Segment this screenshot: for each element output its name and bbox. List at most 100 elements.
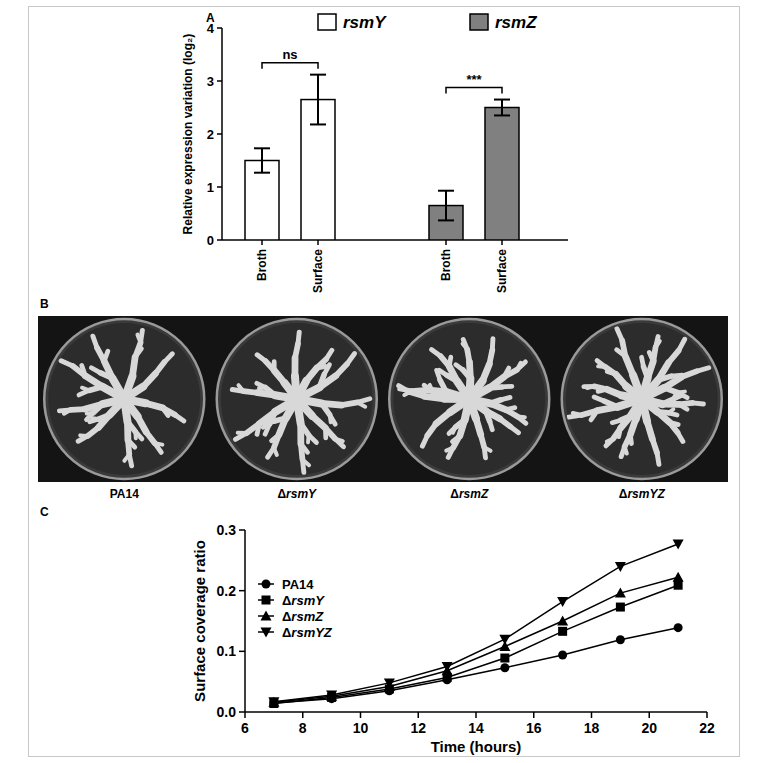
photo-background: [38, 316, 728, 482]
marker: [499, 635, 510, 645]
legend-label: rsmZ: [495, 13, 537, 32]
agar: [566, 323, 718, 475]
tendril: [272, 435, 279, 441]
tendril: [598, 364, 605, 369]
tendril: [357, 402, 365, 406]
legend-label: ΔrsmYZ: [282, 625, 333, 640]
y-tick: [239, 529, 245, 531]
tendril: [306, 435, 310, 443]
y-tick: [239, 651, 245, 653]
background: [0, 0, 758, 763]
legend-label: ΔrsmZ: [282, 609, 324, 624]
tendril: [463, 344, 468, 350]
tendril: [82, 366, 86, 376]
tendril: [656, 341, 660, 347]
x-axis-label: Time (hours): [431, 738, 522, 755]
tendril: [693, 403, 704, 404]
petri-dish: [389, 319, 549, 479]
legend-label: PA14: [282, 577, 314, 592]
tendril: [619, 428, 621, 437]
tendril: [677, 390, 685, 395]
delta: Δ: [282, 609, 291, 624]
tendril: [431, 350, 440, 356]
tendril: [484, 447, 490, 451]
tendril: [517, 417, 526, 424]
error-cap: [438, 219, 454, 221]
x-tick-label: 10: [353, 720, 369, 736]
tendril: [302, 460, 309, 466]
petri-dish: [217, 319, 377, 479]
tendril: [163, 408, 169, 416]
y-tick-label: 1: [207, 180, 214, 195]
gene: rsmZ: [459, 487, 489, 501]
tendril: [104, 351, 108, 361]
y-tick-label: 3: [207, 74, 214, 89]
strain-label: ΔrsmYZ: [619, 487, 666, 501]
tendril: [617, 350, 626, 357]
y-tick-label: 0: [207, 233, 214, 248]
x-tick-label: Broth: [439, 249, 453, 281]
tendril: [87, 413, 94, 414]
y-axis-label: Relative expression variation (log₂): [181, 34, 195, 235]
x-tick: [244, 712, 246, 718]
y-tick: [239, 711, 245, 713]
tendril: [617, 329, 622, 341]
strain-label: ΔrsmZ: [450, 487, 489, 501]
swarm-pattern: [232, 332, 370, 472]
plot: [268, 539, 683, 708]
tendril: [642, 357, 644, 366]
y-tick-label: 4: [207, 21, 215, 36]
marker: [326, 691, 337, 701]
series-line: [274, 577, 678, 702]
tendril: [630, 435, 631, 444]
y-tick-label: 0.3: [217, 522, 237, 538]
x-tick: [501, 240, 503, 245]
x-tick: [302, 712, 304, 718]
swarm-pattern: [399, 339, 526, 458]
tendril: [64, 410, 71, 414]
tendril: [591, 411, 597, 420]
agar: [393, 323, 545, 475]
tendril: [164, 354, 172, 362]
tendril: [449, 427, 456, 434]
x-tick: [533, 712, 535, 718]
tendril: [510, 426, 518, 432]
significance-bracket: [262, 63, 318, 69]
legend-marker: [262, 580, 271, 589]
tendril: [347, 354, 355, 365]
panel-label: C: [40, 505, 49, 519]
tendril: [625, 356, 633, 375]
tendril: [335, 439, 343, 447]
marker: [558, 627, 567, 636]
y-tick: [217, 239, 222, 241]
x-tick: [445, 240, 447, 245]
tendril: [272, 362, 277, 371]
tendril: [274, 448, 277, 455]
marker: [557, 597, 568, 607]
tendril: [132, 357, 135, 376]
delta: Δ: [282, 593, 291, 608]
tendril: [502, 384, 512, 389]
error-bar: [310, 75, 326, 125]
strain-label: ΔrsmY: [277, 487, 317, 501]
x-tick-label: 14: [468, 720, 484, 736]
tendril: [263, 424, 270, 428]
significance-bracket: [446, 88, 502, 94]
tendril: [607, 371, 615, 374]
tendril: [297, 388, 320, 399]
dish-rim: [562, 319, 722, 479]
marker: [615, 562, 626, 572]
legend-label: ΔrsmY: [282, 593, 325, 608]
swarm-pattern: [59, 330, 183, 465]
error-line: [261, 148, 263, 172]
marker: [674, 581, 683, 590]
tendril: [298, 332, 299, 344]
gene: rsmYZ: [627, 487, 665, 501]
delta: Δ: [282, 625, 291, 640]
gene: rsmZ: [291, 609, 324, 624]
x-tick: [475, 712, 477, 718]
dish-rim: [389, 319, 549, 479]
marker: [615, 588, 626, 598]
x-tick-label: Broth: [255, 249, 269, 281]
marker: [616, 603, 625, 612]
